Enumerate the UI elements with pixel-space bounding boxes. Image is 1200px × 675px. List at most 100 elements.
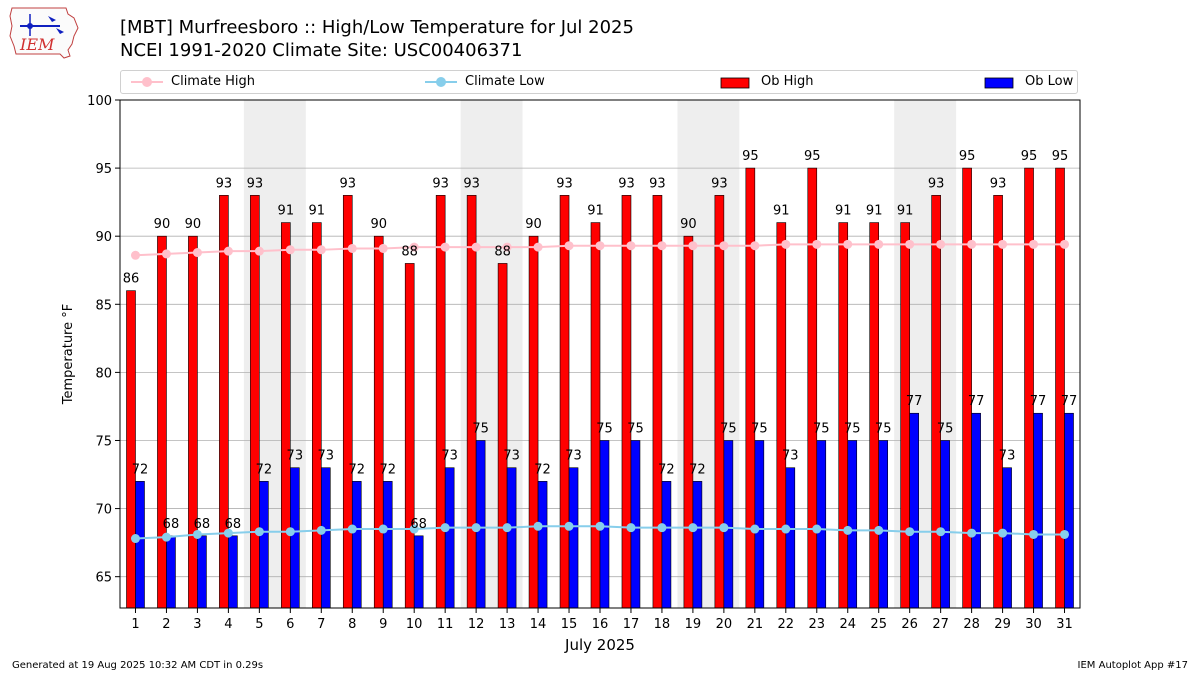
ob-low-value-label: 77 [968,394,985,409]
ob-high-value-label: 95 [1052,149,1069,164]
ob-low-bar [1002,467,1012,609]
climate-high-point [409,242,419,252]
ob-low-bar [382,481,393,609]
climate-low-point [502,523,512,533]
climate-low-point [192,529,202,539]
ob-high-bar [1055,167,1065,609]
ob-high-bar [281,222,291,609]
ob-high-bar [528,235,539,609]
climate-high-point [564,241,574,251]
climate-high-point [781,239,791,249]
climate-high-point [688,241,698,251]
ob-high-bar [621,195,632,609]
ob-high-value-label: 91 [897,204,914,219]
ob-low-value-label: 75 [937,421,954,436]
ob-low-value-label: 75 [720,421,737,436]
climate-low-point [347,524,357,534]
y-tick-label: 90 [95,230,112,245]
ob-high-bar [962,167,972,609]
ob-high-value-label: 91 [773,204,790,219]
ob-low-bar [413,535,424,609]
ob-low-value-label: 72 [689,462,706,477]
ob-low-value-label: 75 [875,421,892,436]
climate-low-point [1029,529,1039,539]
y-tick-label: 80 [95,366,112,381]
ob-low-bar [537,481,548,609]
climate-low-point [285,527,295,537]
climate-high-point [440,242,450,252]
ob-low-value-label: 73 [287,449,304,464]
ob-low-bar [971,412,981,609]
ob-high-value-label: 90 [680,217,697,232]
climate-high-point [471,242,481,252]
climate-high-point [254,246,264,256]
x-axis-label: July 2025 [564,636,635,654]
climate-low-point [998,528,1008,538]
legend-climate-low-label: Climate Low [465,74,545,89]
ob-high-value-label: 88 [494,244,511,259]
ob-low-bar [661,481,672,609]
ob-low-value-label: 72 [348,462,365,477]
ob-low-bar [228,535,238,609]
climate-low-point [657,523,667,533]
climate-high-point [347,243,357,253]
climate-low-point [595,521,605,531]
climate-high-point [936,239,946,249]
climate-low-point [626,523,636,533]
ob-low-value-label: 75 [472,421,489,436]
ob-high-bar [311,222,322,609]
ob-high-value-label: 91 [587,204,604,219]
ob-low-bar [847,440,858,609]
climate-high-point [1029,239,1039,249]
x-tick-label: 21 [747,617,764,632]
ob-high-bar [1024,167,1034,609]
x-tick-label: 30 [1025,617,1042,632]
ob-low-value-label: 77 [1030,394,1047,409]
climate-high-point [998,239,1008,249]
x-tick-label: 14 [530,617,547,632]
climate-low-point [378,524,388,534]
climate-high-point [812,239,822,249]
ob-low-value-label: 77 [906,394,923,409]
y-tick-label: 65 [95,571,112,586]
ob-high-value-label: 95 [804,149,821,164]
climate-low-point [161,532,171,542]
ob-low-value-label: 68 [410,517,427,532]
ob-low-value-label: 72 [256,462,273,477]
ob-low-value-label: 73 [318,449,335,464]
chart-subtitle: NCEI 1991-2020 Climate Site: USC00406371 [120,40,523,61]
climate-low-point [1060,529,1070,539]
y-tick-label: 70 [95,503,112,518]
ob-low-value-label: 73 [441,449,458,464]
ob-high-bar [157,235,167,609]
ob-low-bar [506,467,517,609]
x-tick-label: 4 [224,617,232,632]
ob-low-value-label: 68 [194,517,211,532]
ob-low-value-label: 72 [132,462,149,477]
ob-low-bar [909,412,919,609]
x-tick-label: 25 [870,617,887,632]
climate-high-point [223,246,233,256]
climate-high-point [1060,239,1070,249]
climate-low-point [781,524,791,534]
climate-high-point [316,245,326,255]
ob-low-value-label: 73 [503,449,520,464]
ob-low-value-label: 75 [844,421,861,436]
ob-low-value-label: 68 [163,517,180,532]
ob-high-bar [900,222,910,609]
x-tick-label: 5 [255,617,263,632]
ob-high-bar [993,195,1003,609]
ob-high-value-label: 95 [959,149,976,164]
y-tick-label: 95 [95,162,112,177]
ob-low-value-label: 72 [658,462,675,477]
ob-high-bar [435,195,446,609]
ob-high-bar [559,195,570,609]
climate-low-point [409,524,419,534]
chart-title: [MBT] Murfreesboro :: High/Low Temperatu… [120,17,634,38]
x-tick-label: 16 [592,617,609,632]
climate-low-point [905,527,915,537]
ob-high-bar [497,263,508,609]
climate-high-point [657,241,667,251]
x-tick-label: 27 [932,617,949,632]
ob-high-value-label: 91 [835,204,852,219]
